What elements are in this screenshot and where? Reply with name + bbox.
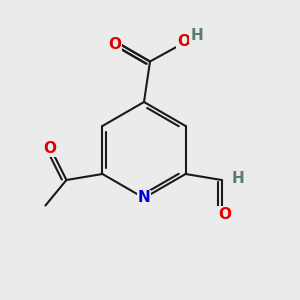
Text: O: O [218, 207, 231, 222]
Text: O: O [108, 38, 122, 52]
Text: O: O [44, 141, 56, 156]
Text: O: O [177, 34, 190, 49]
Text: H: H [232, 171, 244, 186]
Text: N: N [138, 190, 150, 206]
Text: H: H [190, 28, 203, 43]
